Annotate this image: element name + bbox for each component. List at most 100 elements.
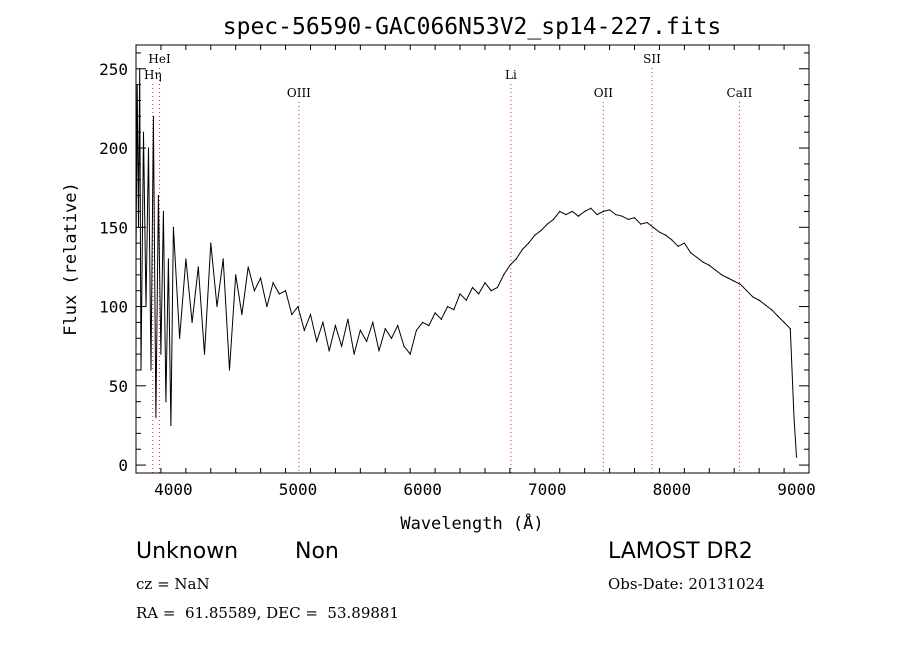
axis-tick-layer: 4000 5000 6000 7000 8000 9000 0 50 100 150 200 250: [99, 45, 816, 499]
spectrum-point: [384, 328, 386, 330]
spectrum-point: [422, 321, 424, 324]
spectrum-point: [266, 305, 268, 308]
spectrum-point: [771, 309, 773, 311]
spectrum-point: [284, 290, 287, 292]
spectrum-point: [260, 277, 262, 279]
spectrum-point: [378, 350, 380, 352]
spectrum-point: [658, 231, 661, 233]
spectrum-point: [428, 324, 430, 327]
survey-label: LAMOST DR2: [608, 539, 753, 564]
spectrum-point: [764, 304, 766, 306]
x-tick-label: 6000: [403, 480, 442, 499]
spectrum-point: [353, 353, 355, 355]
spectrum-point: [390, 337, 393, 339]
spectrum-point: [484, 282, 486, 284]
y-tick-label: 200: [99, 139, 128, 158]
spectrum-point: [165, 401, 167, 403]
spectrum-point: [170, 424, 172, 427]
spectrum-point: [316, 340, 318, 343]
spectrum-point: [546, 223, 548, 225]
spectrum-point: [690, 252, 692, 254]
spectrum-point: [733, 280, 735, 282]
spectrum-point: [552, 218, 555, 220]
spectrum-point: [677, 245, 679, 247]
line-marker-label: SII: [643, 52, 661, 66]
plot-frame: [135, 44, 810, 474]
spectrum-point: [341, 345, 343, 347]
spectrum-point: [278, 293, 280, 295]
spectrum-point: [665, 234, 667, 236]
spectrum-point: [309, 313, 312, 316]
spectrum-point: [434, 312, 436, 314]
spectrum-point: [602, 210, 604, 213]
spectrum-point: [708, 264, 710, 266]
spectrum-point: [590, 207, 592, 209]
spectrum-point: [577, 215, 580, 217]
obs-date: Obs-Date: 20131024: [608, 575, 765, 593]
spectrum-point: [142, 131, 145, 133]
spectrum-point: [409, 353, 411, 355]
spectrum-point: [559, 210, 561, 213]
spectrum-point: [191, 321, 193, 324]
spectrum-point: [793, 416, 795, 419]
spectrum-point: [584, 210, 586, 213]
spectrum-point: [397, 324, 399, 327]
x-tick-label: 9000: [777, 480, 816, 499]
spectrum-point: [253, 290, 255, 292]
spectrum-point: [746, 290, 748, 292]
x-tick-label: 8000: [653, 480, 692, 499]
spectrum-point: [197, 266, 199, 268]
line-marker-label: CaII: [727, 86, 753, 100]
spectrum-point: [403, 345, 405, 347]
spectrum-point: [347, 318, 349, 320]
spectrum-point: [139, 68, 141, 70]
spectrum-point: [633, 217, 636, 219]
chart-title: spec-56590-GAC066N53V2_sp14-227.fits: [223, 14, 722, 40]
spectrum-point: [652, 226, 654, 228]
spectrum-point: [615, 214, 617, 216]
spectrum-point: [235, 274, 237, 276]
spectrum-point: [521, 248, 523, 251]
x-tick-label: 7000: [528, 480, 567, 499]
spectrum-point: [758, 299, 760, 301]
spectrum-point: [783, 321, 785, 324]
spectrum-point: [328, 350, 330, 352]
spectrum-point: [696, 256, 698, 259]
spectrum-point: [608, 209, 611, 211]
spectrum-point: [145, 305, 147, 308]
spectrum-point: [157, 194, 160, 197]
spectrum-point: [571, 210, 573, 213]
spectrum-point: [671, 239, 673, 241]
spectrum-point: [228, 369, 231, 371]
spectrum-point: [789, 328, 791, 330]
spectrum-point: [179, 337, 181, 339]
spectrum-point: [640, 223, 642, 225]
spectrum-point: [203, 353, 206, 355]
spectrum-point: [509, 264, 511, 266]
line-marker-label: Hη: [144, 68, 162, 82]
spectrum-point: [222, 258, 224, 260]
spectrum-point: [490, 290, 492, 292]
spectrum-point: [646, 221, 648, 224]
spectrum-point: [152, 115, 155, 117]
spectrum-point: [372, 321, 374, 324]
spectrum-point: [322, 321, 324, 324]
spectrum-point: [136, 84, 138, 86]
y-tick-label: 100: [99, 298, 128, 317]
spectrum-point: [210, 242, 212, 244]
spectrum-point: [359, 329, 361, 331]
spectrum-point: [453, 309, 455, 311]
spectrum-point: [415, 329, 418, 331]
spectrum-point: [334, 324, 337, 327]
spectrum-point: [777, 315, 779, 317]
spectrum-point: [297, 305, 299, 308]
spectrum-series-0: [135, 68, 797, 458]
spectrum-point: [621, 215, 623, 217]
series-layer: [135, 68, 798, 458]
spectrum-point: [534, 234, 536, 236]
spectrum-point: [478, 293, 480, 295]
spectrum-point: [162, 210, 165, 213]
spectrum-point: [147, 147, 150, 149]
spectrum-point: [496, 286, 499, 289]
